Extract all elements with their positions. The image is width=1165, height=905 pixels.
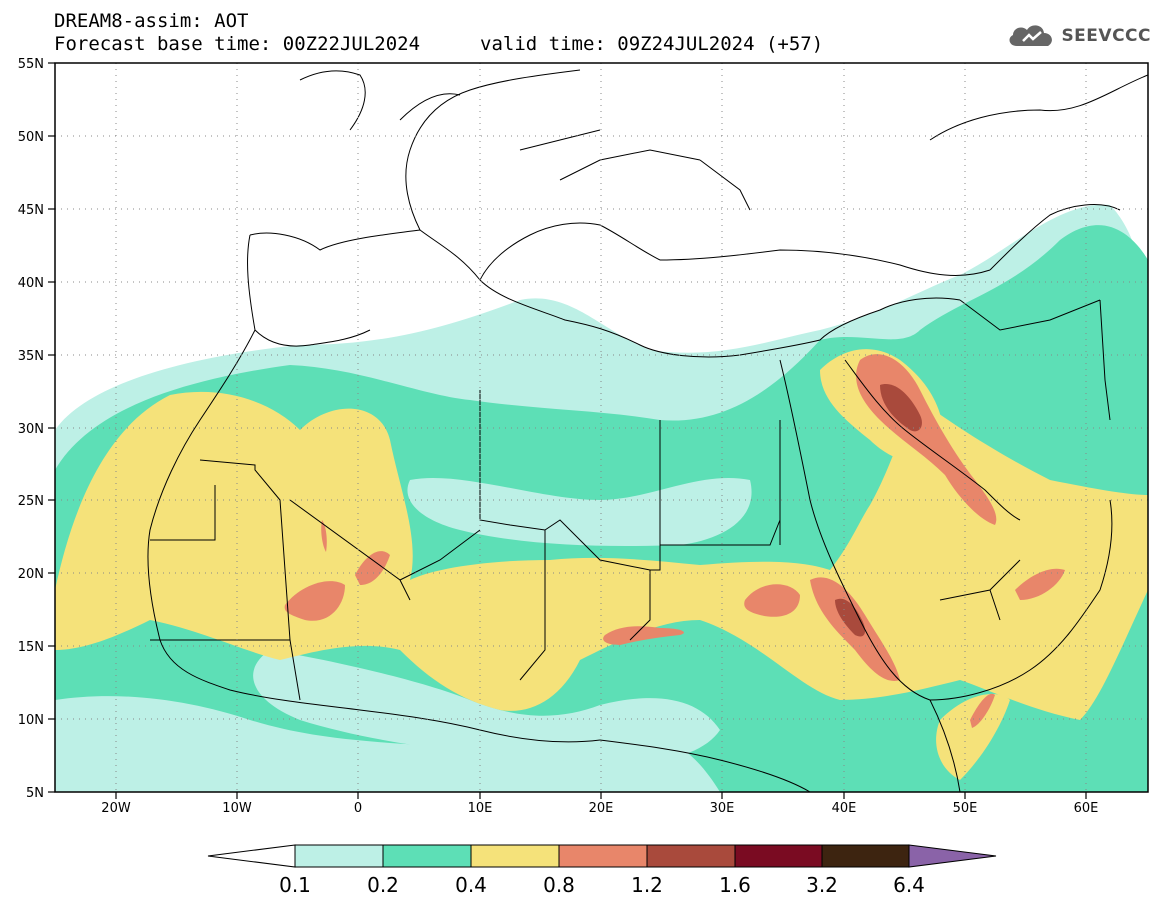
colorbar-label: 0.1 [279, 873, 311, 897]
lat-label: 30N [18, 422, 44, 437]
colorbar-label: 6.4 [893, 873, 925, 897]
lat-label: 15N [18, 640, 44, 655]
lon-label: 60E [1074, 801, 1099, 816]
colorbar [207, 844, 997, 868]
lon-label: 20W [101, 801, 131, 816]
lat-label: 10N [18, 713, 44, 728]
valid-time: valid time: 09Z24JUL2024 (+57) [480, 33, 824, 55]
colorbar-label: 0.8 [543, 873, 575, 897]
lon-label: 10W [222, 801, 252, 816]
lon-label: 30E [710, 801, 735, 816]
gridlines [55, 63, 1148, 792]
lat-label: 50N [18, 130, 44, 145]
colorbar-cell [646, 844, 736, 868]
lat-label: 55N [18, 57, 44, 72]
colorbar-cell [470, 844, 560, 868]
colorbar-cell [294, 844, 384, 868]
colorbar-labels: 0.1 0.2 0.4 0.8 1.2 1.6 3.2 6.4 [279, 873, 925, 897]
cloud-icon [1009, 25, 1053, 46]
lon-label: 40E [832, 801, 857, 816]
axis-ticks [48, 62, 1087, 799]
lon-labels: 20W 10W 0 10E 20E 30E 40E 50E 60E [101, 801, 1098, 816]
colorbar-cell [382, 844, 472, 868]
lat-label: 45N [18, 203, 44, 218]
colorbar-cell [908, 844, 997, 868]
land-outlines [147, 69, 1148, 792]
lon-label: 0 [354, 801, 362, 816]
lat-label: 40N [18, 276, 44, 291]
colorbar-label: 0.4 [455, 873, 487, 897]
colorbar-label: 0.2 [367, 873, 399, 897]
title-line: DREAM8-assim: AOT [54, 10, 249, 32]
seevccc-logo: SEEVCCC [1005, 22, 1151, 50]
lon-label: 10E [468, 801, 493, 816]
logo-text: SEEVCCC [1061, 26, 1151, 46]
lat-label: 35N [18, 349, 44, 364]
colorbar-cell [207, 844, 296, 868]
lat-label: 20N [18, 567, 44, 582]
colorbar-cell [558, 844, 648, 868]
colorbar-label: 1.2 [631, 873, 663, 897]
lon-label: 20E [589, 801, 614, 816]
colorbar-cell [734, 844, 823, 868]
colorbar-cell [821, 844, 910, 868]
lat-label: 5N [26, 786, 44, 801]
lat-labels: 55N 50N 45N 40N 35N 30N 25N 20N 15N 10N … [18, 57, 44, 801]
aot-field [55, 63, 1148, 792]
colorbar-label: 3.2 [806, 873, 838, 897]
colorbar-label: 1.6 [719, 873, 751, 897]
base-time: Forecast base time: 00Z22JUL2024 [54, 33, 421, 55]
lon-label: 50E [953, 801, 978, 816]
lat-label: 25N [18, 494, 44, 509]
